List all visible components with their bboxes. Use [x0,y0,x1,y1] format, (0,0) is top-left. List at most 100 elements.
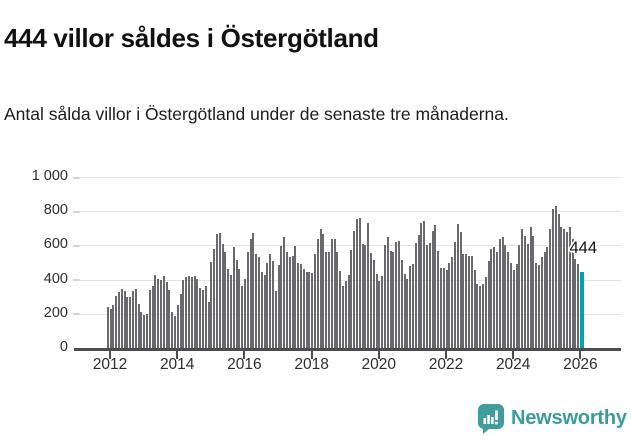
bar [574,259,577,348]
bar [521,229,524,348]
bar [378,281,381,348]
bar [493,247,496,348]
bar [333,239,336,348]
bar [328,252,331,348]
x-axis-label: 2016 [227,356,262,373]
gridline [80,211,621,213]
bar [193,276,196,348]
bar [372,259,375,348]
bar [568,227,571,348]
bar [518,245,521,348]
bar [442,268,445,348]
x-axis-tick [176,350,179,359]
bar [179,294,182,348]
bar [146,313,149,348]
bar [412,264,415,348]
bar [238,269,241,348]
highlighted-bar [580,272,585,348]
y-axis-label: 0 [59,339,68,355]
bar [109,308,112,348]
x-axis-tick [243,350,246,359]
bar [526,243,529,348]
bar [364,244,367,348]
x-axis-line [74,348,621,351]
bar [160,279,163,348]
bar [515,264,518,348]
bar [157,278,160,348]
newsworthy-logo[interactable]: Newsworthy [477,403,627,434]
bar [336,252,339,348]
bar [274,290,277,348]
bar [342,285,345,348]
bar [577,264,580,348]
bar [529,227,532,348]
bar [311,272,314,348]
bar [263,275,266,348]
highlight-value-label: 444 [569,239,597,257]
bar [305,271,308,348]
bar [552,208,555,348]
bar [398,241,401,348]
bar-chart-speech-bubble-icon [477,404,504,434]
bar [272,260,275,348]
bar [431,230,434,348]
y-axis-tick [73,279,80,282]
chart-subtitle: Antal sålda villor i Östergötland under … [4,103,509,124]
bar [468,255,471,348]
bar [286,252,289,348]
bar [501,236,504,348]
bar [459,231,462,348]
bar [535,262,538,348]
bar [224,252,227,348]
bar [417,235,420,348]
bar [482,283,485,348]
bar [165,282,168,348]
bar [168,289,171,348]
bar [504,244,507,348]
bar [140,312,143,348]
x-axis-label: 2012 [92,356,128,373]
x-axis-label: 2020 [361,356,397,373]
bar [246,252,249,348]
bar [490,248,493,348]
bar [302,269,305,348]
x-axis-tick [377,350,380,359]
bar [199,288,202,348]
bar [308,271,311,348]
bar [484,277,487,348]
y-axis-label: 800 [43,202,68,219]
bar [207,301,210,348]
bar [384,244,387,348]
bar [543,252,546,348]
x-axis-tick [445,350,447,359]
bar [454,241,457,348]
y-axis-label: 1 000 [31,168,68,184]
y-axis-label: 200 [43,304,68,321]
bar [554,206,557,348]
bar [216,234,219,348]
bar [269,253,272,348]
x-axis-label: 2018 [294,356,329,373]
bar [451,257,454,348]
bar [151,286,154,348]
bar [353,230,356,348]
bar [496,252,499,348]
bar [386,236,389,348]
bar [162,276,165,348]
bar [563,229,566,348]
bar [176,305,179,348]
bar [232,247,235,348]
y-axis-label: 400 [43,270,68,287]
bar [465,253,468,348]
bar [112,305,115,348]
bar [143,314,146,348]
gridline [80,177,621,178]
bar [571,238,574,348]
bar [549,229,552,348]
bar [314,253,317,348]
bar [241,285,244,348]
x-axis-label: 2026 [563,356,598,373]
bar [367,223,370,348]
bar [445,270,448,348]
